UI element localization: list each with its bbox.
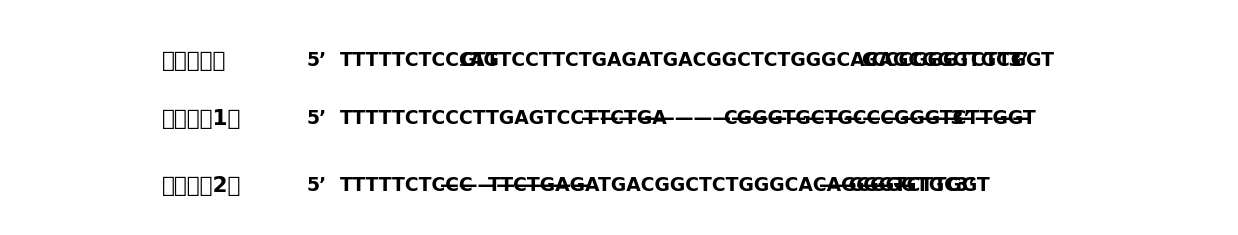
Text: ————————: ———————— xyxy=(441,176,591,195)
Text: —————: ————— xyxy=(818,176,912,195)
Text: G: G xyxy=(862,51,877,70)
Text: GGGTCTTGGT: GGGTCTTGGT xyxy=(848,176,990,195)
Text: 5’: 5’ xyxy=(306,51,327,70)
Text: TTTTTCTCCCTT: TTTTTCTCCCTT xyxy=(340,51,500,70)
Text: G: G xyxy=(461,51,475,70)
Text: 5’: 5’ xyxy=(306,109,327,128)
Text: ————————————————————————: ———————————————————————— xyxy=(581,109,1030,128)
Text: AGTCCTTCTGAGATGACGGCTCTGGGCACAGCGGGTGCT: AGTCCTTCTGAGATGACGGCTCTGGGCACAGCGGGTGCT xyxy=(470,51,1024,70)
Text: TTTTTCTCCCTTGAGTCCTTCTGA: TTTTTCTCCCTTGAGTCCTTCTGA xyxy=(340,109,667,128)
Text: TTTTTCTCCC: TTTTTCTCCC xyxy=(340,176,474,195)
Text: 原始序列：: 原始序列： xyxy=(162,51,227,71)
Text: 突变序兴2：: 突变序兴2： xyxy=(162,176,241,196)
Text: CCCGGGTCTTGGT: CCCGGGTCTTGGT xyxy=(872,51,1055,70)
Text: 突变序兴1：: 突变序兴1： xyxy=(162,109,241,129)
Text: 3’: 3’ xyxy=(1002,51,1029,70)
Text: CGGGTGCTGCCCGGGTCTTGGT: CGGGTGCTGCCCGGGTCTTGGT xyxy=(723,109,1036,128)
Text: 5’: 5’ xyxy=(306,176,327,195)
Text: TTCTGAGATGACGGCTCTGGGCACAGCGGGTGC: TTCTGAGATGACGGCTCTGGGCACAGCGGGTGC xyxy=(488,176,958,195)
Text: 3’: 3’ xyxy=(948,176,976,195)
Text: 3’: 3’ xyxy=(943,109,971,128)
